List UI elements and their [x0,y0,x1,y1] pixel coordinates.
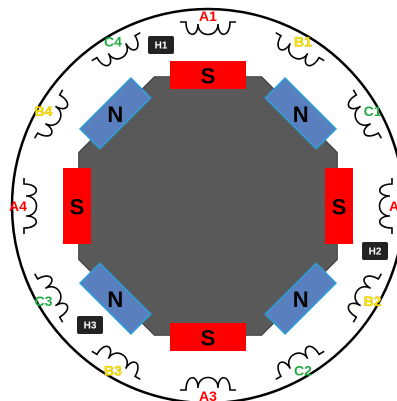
pole-label: N [107,287,123,312]
winding-coil-a4 [23,178,38,234]
stator-ring [10,7,397,401]
svg-text:H2: H2 [369,247,382,258]
winding-coil-a2 [378,178,393,234]
winding-coil-c2 [275,345,325,381]
winding-label-a3: A3 [199,388,217,401]
south-pole-magnet-5: S [170,323,246,351]
winding-coil-b1 [275,31,325,67]
winding-label-a1: A1 [199,8,217,24]
south-pole-magnet-3: S [325,168,353,244]
north-pole-magnet-6: N [78,262,152,336]
winding-label-c1: C1 [364,103,382,119]
hall-sensor-h3: H3 [77,316,103,334]
north-pole-magnet-4: N [264,262,338,336]
winding-coil-a3 [180,376,236,391]
south-pole-magnet-7: S [63,168,91,244]
winding-label-b1: B1 [294,33,312,49]
rotor-magnets: S N S N S N S N [63,61,353,351]
pole-label: N [293,102,309,127]
winding-label-c2: C2 [294,363,312,379]
winding-label-b3: B3 [104,363,122,379]
winding-coil-b2 [347,273,383,323]
pole-label: S [332,195,347,220]
hall-sensor-h1: H1 [148,36,174,54]
pole-label: S [201,64,216,89]
winding-coil-c4 [91,31,141,67]
north-pole-magnet-2: N [264,76,338,150]
pole-label: S [70,195,85,220]
svg-text:H1: H1 [155,41,168,52]
winding-label-b2: B2 [364,293,382,309]
winding-label-c4: C4 [104,33,122,49]
south-pole-magnet-1: S [170,61,246,89]
north-pole-magnet-8: N [78,76,152,150]
pole-label: N [293,287,309,312]
winding-label-a4: A4 [9,198,27,214]
pole-label: N [107,102,123,127]
winding-coil-b3 [91,345,141,381]
svg-text:H3: H3 [84,321,97,332]
winding-label-a2: A2 [389,198,397,214]
winding-coil-c1 [347,89,383,139]
stator-windings: A1 B1 C1 A2 B2 C2 A3 B3 C3 A4 B4 C4 [9,8,397,401]
winding-label-b4: B4 [35,103,53,119]
hall-sensor-h2: H2 [362,242,388,260]
winding-coil-c3 [33,273,69,323]
pole-label: S [201,326,216,351]
winding-coil-a1 [180,21,236,36]
winding-label-c3: C3 [35,293,53,309]
winding-coil-b4 [33,89,69,139]
